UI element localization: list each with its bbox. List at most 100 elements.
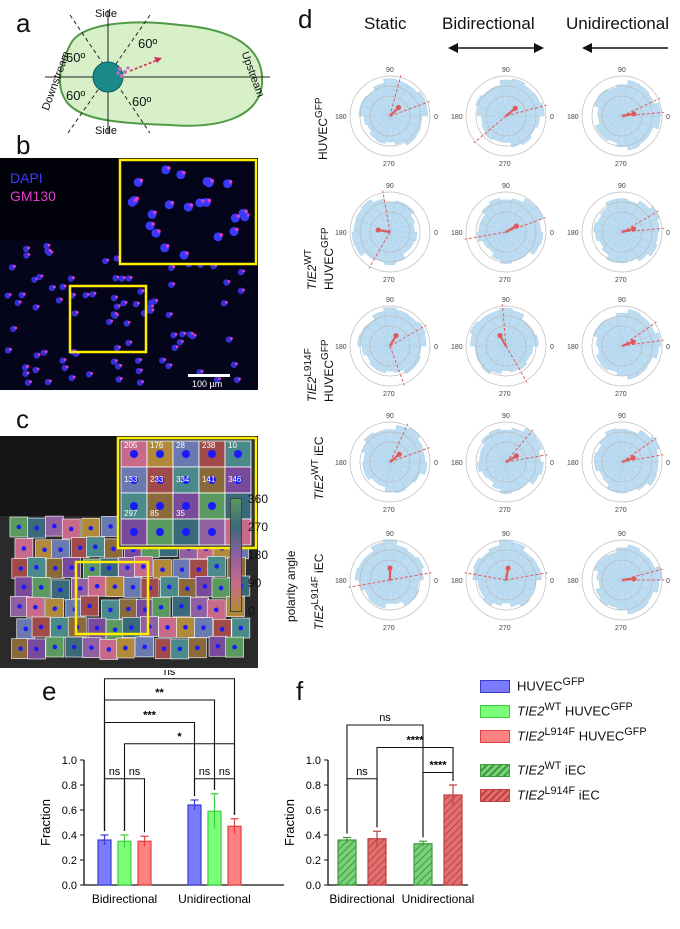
legend-gm130: GM130 [10,188,56,204]
rose-petal [389,115,417,146]
rose-petal [505,197,537,233]
inset-golgi [170,200,175,205]
cell-nucleus [177,646,183,652]
golgi-dot [26,365,29,368]
rose-petal [593,222,623,233]
y-tick-label: 0.6 [62,805,77,817]
rose-petal [389,345,422,357]
golgi-dot [36,367,40,371]
rose-petal [384,429,396,463]
angle-label-top: 90 [386,67,394,74]
inset-golgi [165,244,170,248]
rose-petal [599,436,623,463]
rose-petal [621,345,648,376]
angle-label-top: 90 [502,413,510,420]
cell-number-label: 141 [202,475,216,484]
confidence-line [389,75,402,117]
mean-vector-head [512,105,518,111]
rose-petal [499,307,513,347]
rose-plot: 90 180 0 270 [567,183,670,284]
rose-petal [505,115,532,146]
rose-petal [355,208,391,233]
inset-cell-nucleus [182,528,190,536]
rose-ring [349,539,431,621]
rose-ring [581,75,663,157]
rose-plot: 90 180 0 270 [335,531,438,632]
angle-label-right: 0 [666,344,670,351]
rose-plot: 90 180 0 270 [335,413,438,514]
colorbar-tick-270: 270 [248,520,269,534]
golgi-dot [63,358,67,362]
rose-petal [593,452,623,463]
cell-nucleus [197,605,202,610]
inset-cell-nucleus [130,528,138,536]
rose-ring [359,431,421,493]
rose-ring [369,95,411,137]
rose-petal [621,231,658,245]
rose-petal [469,321,507,347]
cell-nucleus [160,567,165,572]
angle-label-top: 90 [502,531,510,538]
rose-petal [470,333,507,347]
angle-label-right: 0 [550,114,554,121]
cell-nucleus [161,646,167,652]
rose-petal [621,345,640,380]
cell-nucleus [106,565,112,571]
angle-label-right: 0 [666,230,670,237]
golgi-dot [65,365,69,369]
cell-nucleus [57,625,62,630]
golgi-dot [127,320,131,324]
cell-number-label: 85 [150,509,159,518]
golgi-dot [169,312,173,316]
rose-petal [597,107,623,117]
rose-plot: 90 180 0 270 [451,413,554,514]
rose-plot: 90 180 0 270 [567,297,670,398]
angle-label-right: 0 [666,114,670,121]
rose-petal [500,231,512,264]
cell-nucleus [158,604,164,610]
cell-outline [58,21,264,127]
bar [137,840,152,886]
rose-petal [621,461,659,475]
cell-nucleus [213,607,219,613]
rose-petal [389,200,407,233]
rose-plot: 90 180 0 270 [567,67,670,168]
angle-label-right: 0 [550,578,554,585]
rose-petal [354,231,391,257]
angle-label-bottom: 270 [499,277,511,284]
y-tick-label: 0.2 [306,855,321,867]
golgi-dot [227,280,231,283]
confidence-line [389,324,427,347]
cell-nucleus [42,547,47,553]
cell-nucleus [219,626,225,632]
rose-petal [389,556,425,581]
mean-vector-head [396,451,402,457]
cell-nucleus [185,586,190,591]
rose-petal [505,579,536,591]
rose-petal [389,461,428,475]
golgi-dot [139,358,143,362]
colorbar-tick-360: 360 [248,492,269,506]
angle-label-bottom: 270 [499,391,511,398]
angle-label-right: 0 [550,230,554,237]
rose-petal [389,231,418,242]
golgi-dot [169,363,173,367]
angle-label-bottom: 270 [383,161,395,168]
scale-bar [188,374,230,377]
golgi-dot [141,380,144,384]
confidence-line [389,101,430,117]
rose-ring [485,441,527,483]
bar-chart-e: 0.0 0.2 0.4 0.6 0.8 1.0 Fraction Bidirectional U… [40,670,284,906]
golgi-dot [8,293,12,297]
cell-nucleus [108,607,113,613]
inset-golgi [228,179,233,184]
colorbar-tick-90: 90 [248,576,262,590]
cell-nucleus [179,603,184,609]
rose-plot: 90 180 0 270 [567,413,670,514]
cell-nucleus [130,584,136,590]
rose-petal [389,579,419,591]
cell-nucleus [214,564,220,569]
rose-petal [604,428,623,463]
angle-label-left: 180 [451,230,463,237]
inset-golgi [189,203,194,207]
